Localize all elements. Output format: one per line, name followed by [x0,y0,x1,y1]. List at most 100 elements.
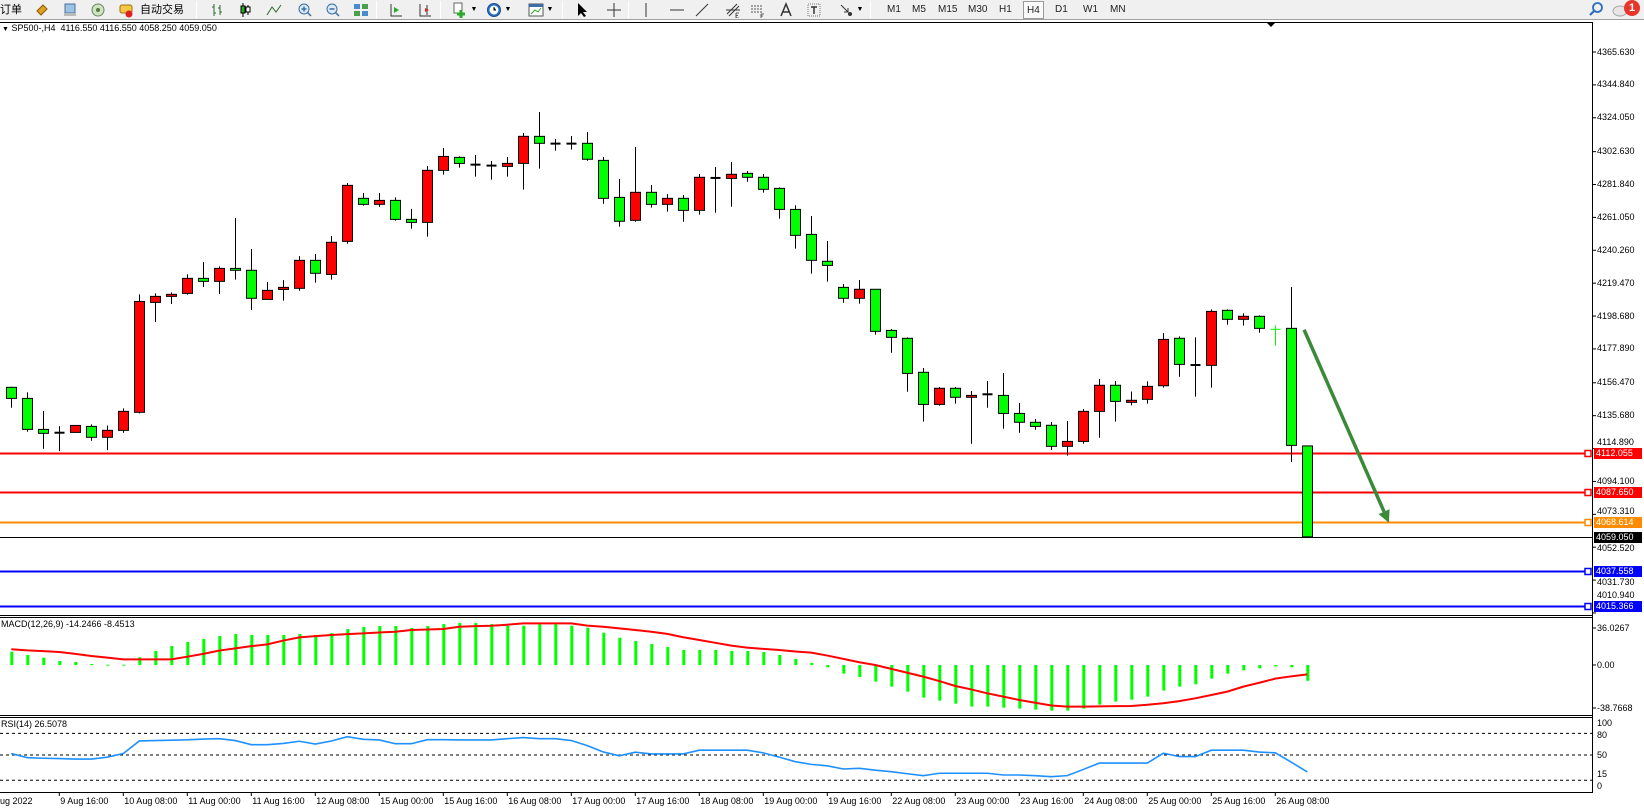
timeframe-h1[interactable]: H1 [999,4,1012,15]
candle [1270,325,1281,346]
candle [694,173,705,215]
autotrade-button[interactable]: 自动交易 [140,4,184,16]
candle [806,216,817,274]
candle-body [342,184,353,242]
timeframe-mn[interactable]: MN [1110,4,1126,15]
macd-histogram-bar [698,650,702,665]
tile-windows-icon[interactable] [353,2,369,18]
candle [1254,315,1265,333]
macd-histogram-bar [314,635,318,665]
price-line-tag[interactable]: 4015.366 [1594,601,1642,612]
macd-histogram-bar [906,665,910,692]
macd-axis-label: -38.7668 [1597,702,1633,713]
candle-body [278,286,289,290]
candle [230,217,241,280]
arrows-icon[interactable] [838,2,854,18]
indicators-dropdown-icon[interactable]: ▼ [470,6,478,13]
timeframe-d1[interactable]: D1 [1055,4,1068,15]
macd-histogram-bar [890,665,894,687]
signals-icon[interactable] [90,2,106,18]
timeframe-h4[interactable]: H4 [1023,1,1044,19]
macd-histogram-bar [186,642,190,665]
candle-body [294,259,305,289]
macd-histogram-bar [10,651,14,665]
line-chart-icon[interactable] [266,2,282,18]
fibonacci-icon[interactable] [725,2,741,18]
text-icon[interactable] [778,2,794,18]
zoom-out-icon[interactable] [325,2,341,18]
price-line-tag[interactable]: 4068.614 [1594,517,1642,528]
price-axis-label: 4031.730 [1597,577,1635,588]
macd-histogram-bar [874,665,878,682]
macd-histogram-bar [506,625,510,665]
macd-histogram-bar [714,650,718,665]
candle-body [1302,445,1313,538]
time-axis-label: 17 Aug 00:00 [572,796,626,806]
timeframe-m1[interactable]: M1 [887,4,901,15]
rsi-axis-label: 50 [1597,749,1608,760]
search-icon[interactable] [1588,1,1604,17]
rsi-title: RSI(14) 26.5078 [1,719,68,729]
line-handle [1584,518,1592,527]
candle-body [150,295,161,303]
candle [262,282,273,300]
candle [454,156,465,168]
candle [918,368,929,422]
macd-histogram-bar [138,657,142,665]
timeframe-m30[interactable]: M30 [968,4,988,15]
candle [902,337,913,392]
templates-icon[interactable] [528,2,544,18]
trendline-icon[interactable] [694,2,710,18]
notification-badge[interactable]: 1 [1624,0,1640,16]
cursor-icon[interactable] [574,2,590,18]
macd-histogram-bar [330,633,334,665]
zoom-in-icon[interactable] [297,2,313,18]
candlestick-icon[interactable] [237,2,253,18]
candle [1078,408,1089,444]
new-order-button[interactable]: 订单 [0,4,22,16]
market-watch-icon[interactable] [34,2,50,18]
price-line-tag[interactable]: 4037.558 [1594,566,1642,577]
bar-chart-icon[interactable] [209,2,225,18]
indicators-icon[interactable] [452,2,468,18]
timeframe-m15[interactable]: M15 [938,4,958,15]
macd-histogram-bar [666,647,670,665]
vertical-line-icon[interactable] [638,2,654,18]
price-line-tag[interactable]: 4087.650 [1594,487,1642,498]
macd-histogram-bar [458,623,462,665]
crosshair-icon[interactable] [606,2,622,18]
periods-icon[interactable] [486,2,502,18]
macd-histogram-bar [1146,665,1150,697]
timeframe-w1[interactable]: W1 [1083,4,1098,15]
chart-shift-icon[interactable] [417,2,433,18]
collapse-triangle-icon[interactable]: ▼ [2,26,9,33]
macd-histogram-bar [474,623,478,665]
navigator-icon[interactable] [62,2,78,18]
candle [934,387,945,406]
templates-dropdown-icon[interactable]: ▼ [546,6,554,13]
candle-body [1094,384,1105,412]
candle [22,392,33,432]
autotrade-icon[interactable] [118,2,134,18]
timeframe-m5[interactable]: M5 [912,4,926,15]
macd-histogram-bar [362,627,366,665]
periods-dropdown-icon[interactable]: ▼ [504,6,512,13]
candle [870,288,881,335]
time-axis-label: 18 Aug 08:00 [700,796,754,806]
candle [630,146,641,222]
line-handle [1584,567,1592,576]
text-label-icon[interactable] [806,2,822,18]
candle [966,390,977,444]
horizontal-line-icon[interactable] [669,2,685,18]
channel-icon[interactable] [750,2,766,18]
candle-body [70,424,81,433]
price-line-tag[interactable]: 4112.055 [1594,448,1642,459]
arrows-dropdown-icon[interactable]: ▼ [856,6,864,13]
auto-scroll-icon[interactable] [388,2,404,18]
toolbar-separator [376,1,377,19]
candle-body [166,293,177,297]
candle-body [790,208,801,236]
time-axis-label: 22 Aug 08:00 [892,796,946,806]
macd-histogram-bar [490,624,494,665]
